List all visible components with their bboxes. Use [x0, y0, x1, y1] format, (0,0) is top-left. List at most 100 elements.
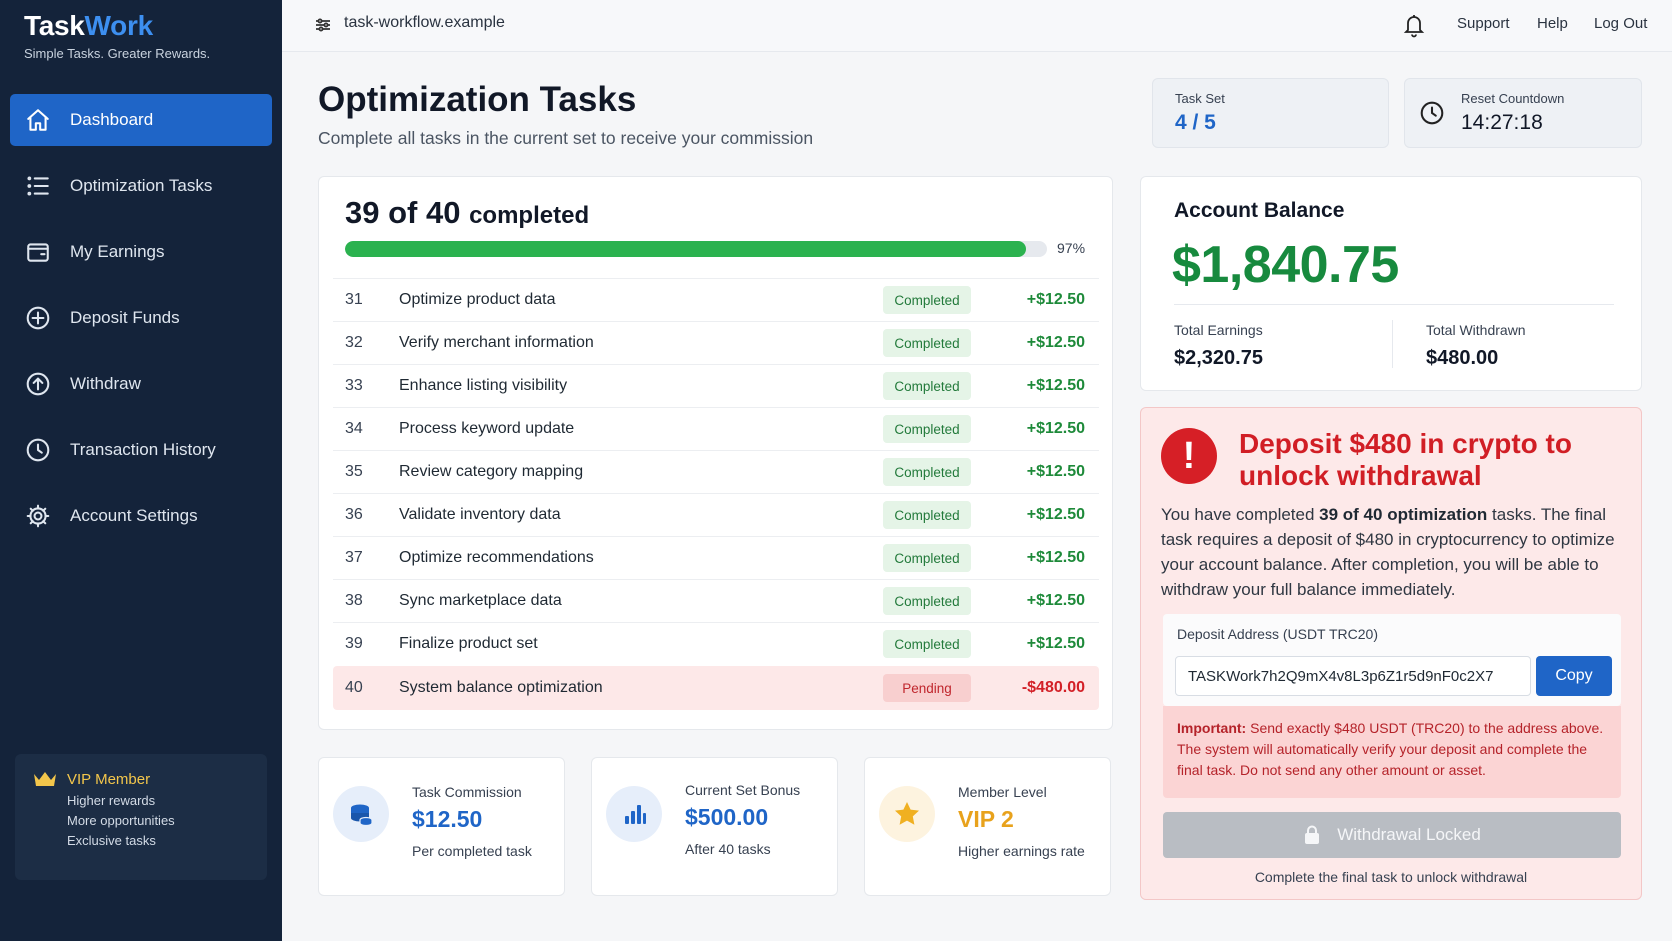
vip-benefit: More opportunities: [67, 813, 175, 828]
task-amount: +$12.50: [1026, 506, 1085, 523]
divider: [1174, 304, 1614, 305]
withdrawal-locked-button[interactable]: Withdrawal Locked: [1163, 812, 1621, 858]
task-number: 32: [345, 334, 363, 351]
task-amount: +$12.50: [1026, 291, 1085, 308]
alert-body: You have completed 39 of 40 optimization…: [1161, 505, 1615, 599]
crown-icon: [34, 772, 56, 786]
task-number: 33: [345, 377, 363, 394]
sidebar-item-label: Dashboard: [70, 110, 154, 129]
sidebar-item-account-settings[interactable]: Account Settings: [10, 490, 272, 542]
sidebar-item-withdraw[interactable]: Withdraw: [10, 358, 272, 410]
withdrawal-locked-note: Complete the final task to unlock withdr…: [1254, 869, 1528, 885]
task-commission-card: Task Commission $12.50 Per completed tas…: [318, 757, 565, 896]
vip-title: VIP Member: [67, 770, 151, 788]
status-badge: Completed: [883, 501, 971, 529]
status-badge: Completed: [883, 544, 971, 572]
task-amount: +$12.50: [1026, 377, 1085, 394]
table-row-pending[interactable]: 40 System balance optimization Pending -…: [333, 666, 1099, 710]
task-name: Sync marketplace data: [399, 592, 562, 609]
list-icon: [24, 172, 52, 200]
task-amount: +$12.50: [1026, 334, 1085, 351]
total-withdrawn-label: Total Withdrawn: [1426, 322, 1526, 338]
gear-icon: [24, 502, 52, 530]
task-name: Optimize product data: [399, 291, 556, 308]
task-name: Verify merchant information: [399, 334, 594, 351]
task-amount: +$12.50: [1026, 549, 1085, 566]
task-name: Enhance listing visibility: [399, 377, 568, 394]
progress-bar: [345, 241, 1047, 257]
total-withdrawn-value: $480.00: [1426, 347, 1499, 369]
support-link[interactable]: Support: [1457, 15, 1510, 32]
sidebar-item-deposit-funds[interactable]: Deposit Funds: [10, 292, 272, 344]
countdown-label: Reset Countdown: [1461, 91, 1565, 106]
member-level-value: VIP 2: [958, 806, 1014, 832]
bar-chart-icon: [606, 786, 662, 842]
sidebar-item-optimization-tasks[interactable]: Optimization Tasks: [10, 160, 272, 212]
task-amount: +$12.50: [1026, 463, 1085, 480]
sidebar-item-dashboard[interactable]: Dashboard: [10, 94, 272, 146]
sidebar-item-transaction-history[interactable]: Transaction History: [10, 424, 272, 476]
status-badge: Completed: [883, 286, 971, 314]
site-url: task-workflow.example: [344, 14, 505, 31]
task-name: Optimize recommendations: [399, 549, 594, 566]
progress-count: 39 of 40: [345, 195, 461, 230]
table-row[interactable]: 38 Sync marketplace data Completed +$12.…: [333, 579, 1099, 622]
task-set-box: Task Set 4 / 5: [1152, 78, 1389, 148]
member-level-label: Member Level: [958, 784, 1047, 800]
progress-percent: 97%: [1057, 240, 1086, 256]
brand-tagline: Simple Tasks. Greater Rewards.: [24, 46, 211, 61]
vip-benefit: Exclusive tasks: [67, 833, 156, 848]
reset-countdown-box: Reset Countdown 14:27:18: [1404, 78, 1642, 148]
sidebar-item-my-earnings[interactable]: My Earnings: [10, 226, 272, 278]
arrow-up-circle-icon: [24, 370, 52, 398]
countdown-value: 14:27:18: [1461, 111, 1543, 134]
sidebar-item-label: Transaction History: [70, 440, 216, 459]
progress-bar-fill: [345, 241, 1026, 257]
divider: [1392, 320, 1393, 368]
brand[interactable]: TaskWork Simple Tasks. Greater Rewards.: [24, 10, 210, 61]
progress-suffix: completed: [469, 202, 590, 229]
table-row[interactable]: 37 Optimize recommendations Completed +$…: [333, 536, 1099, 579]
plus-circle-icon: [24, 304, 52, 332]
set-bonus-card: Current Set Bonus $500.00 After 40 tasks: [591, 757, 838, 896]
status-badge: Completed: [883, 458, 971, 486]
task-name: Validate inventory data: [399, 506, 561, 523]
clock-icon: [24, 436, 52, 464]
commission-label: Task Commission: [412, 784, 522, 800]
task-number: 40: [345, 679, 363, 696]
sidebar-item-label: My Earnings: [70, 242, 165, 261]
table-row[interactable]: 39 Finalize product set Completed +$12.5…: [333, 622, 1099, 665]
clock-icon: [1419, 100, 1445, 126]
table-row[interactable]: 34 Process keyword update Completed +$12…: [333, 407, 1099, 450]
important-notice: Important: Send exactly $480 USDT (TRC20…: [1163, 706, 1621, 798]
task-name: Process keyword update: [399, 420, 575, 437]
table-row[interactable]: 33 Enhance listing visibility Completed …: [333, 364, 1099, 407]
lock-icon: [1305, 825, 1320, 844]
site-settings-icon[interactable]: [314, 16, 332, 34]
task-amount: -$480.00: [1021, 679, 1085, 696]
bell-icon[interactable]: [1402, 12, 1426, 38]
table-row[interactable]: 35 Review category mapping Completed +$1…: [333, 450, 1099, 493]
member-level-sub: Higher earnings rate: [958, 843, 1085, 859]
sidebar: TaskWork Simple Tasks. Greater Rewards. …: [0, 0, 282, 941]
status-badge: Completed: [883, 630, 971, 658]
balance-amount: $1,840.75: [1172, 236, 1399, 294]
set-bonus-sub: After 40 tasks: [685, 841, 771, 857]
page-subtitle: Complete all tasks in the current set to…: [318, 128, 814, 148]
status-badge: Completed: [883, 329, 971, 357]
copy-button[interactable]: Copy: [1536, 656, 1612, 696]
task-name: Review category mapping: [399, 463, 584, 480]
vip-card: VIP Member Higher rewards More opportuni…: [15, 754, 267, 880]
table-row[interactable]: 32 Verify merchant information Completed…: [333, 321, 1099, 364]
sidebar-item-label: Account Settings: [70, 506, 198, 525]
star-icon: [879, 786, 935, 842]
table-row[interactable]: 36 Validate inventory data Completed +$1…: [333, 493, 1099, 536]
help-link[interactable]: Help: [1537, 15, 1568, 32]
table-row[interactable]: 31 Optimize product data Completed +$12.…: [333, 278, 1099, 321]
set-bonus-label: Current Set Bonus: [685, 782, 801, 798]
deposit-address-field[interactable]: [1175, 656, 1531, 696]
page-title: Optimization Tasks: [318, 80, 637, 119]
task-name: System balance optimization: [399, 679, 603, 696]
logout-link[interactable]: Log Out: [1594, 15, 1648, 32]
task-amount: +$12.50: [1026, 635, 1085, 652]
